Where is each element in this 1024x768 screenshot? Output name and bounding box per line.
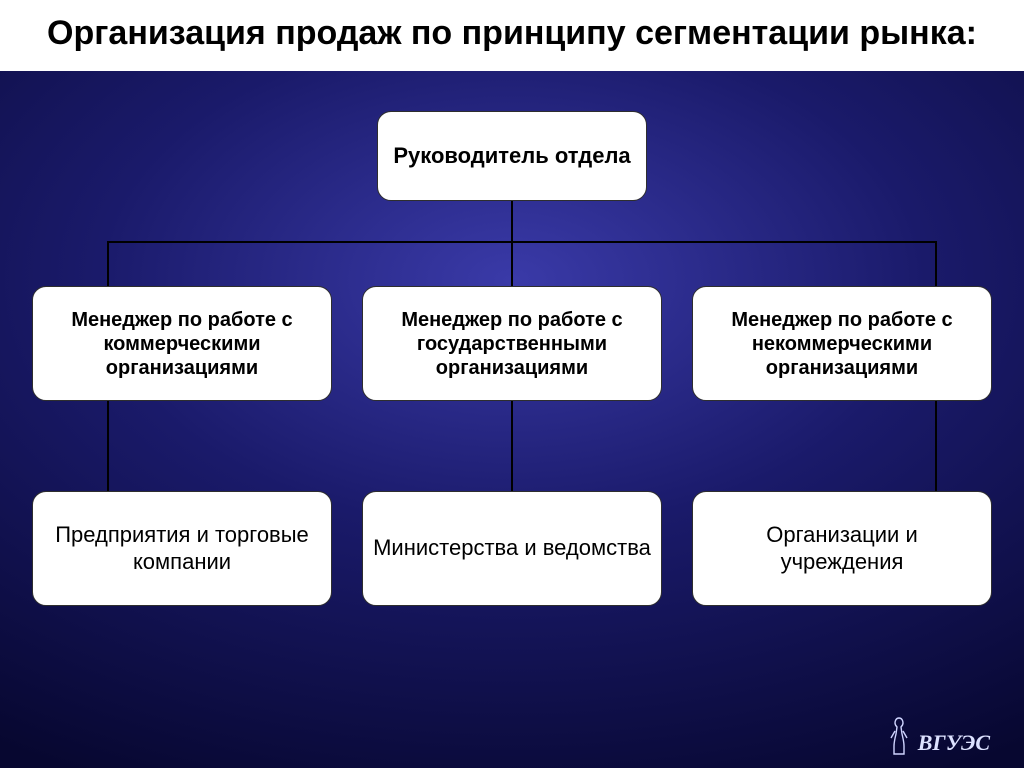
node-root-label: Руководитель отдела <box>393 143 630 169</box>
connector-root-down <box>511 201 513 241</box>
connector-mid-l-down <box>107 401 109 491</box>
connector-mid-m-down <box>511 401 513 491</box>
node-c3-label: Организации и учреждения <box>703 522 981 575</box>
slide-stage: Руководитель отдела Менеджер по работе с… <box>0 71 1024 768</box>
node-manager-commercial: Менеджер по работе с коммерческими орган… <box>32 286 332 401</box>
node-c1-label: Предприятия и торговые компании <box>43 522 321 575</box>
node-manager-noncommercial: Менеджер по работе с некоммерческими орг… <box>692 286 992 401</box>
connector-h-bus <box>107 241 937 243</box>
node-manager-government: Менеджер по работе с государственными ор… <box>362 286 662 401</box>
connector-mid-r-down <box>935 401 937 491</box>
connector-drop-left <box>107 241 109 286</box>
connector-drop-mid <box>511 241 513 286</box>
node-m1-label: Менеджер по работе с коммерческими орган… <box>43 308 321 380</box>
node-root: Руководитель отдела <box>377 111 647 201</box>
statue-icon <box>886 716 912 756</box>
node-m3-label: Менеджер по работе с некоммерческими орг… <box>703 308 981 380</box>
node-clients-commercial: Предприятия и торговые компании <box>32 491 332 606</box>
node-clients-government: Министерства и ведомства <box>362 491 662 606</box>
node-clients-noncommercial: Организации и учреждения <box>692 491 992 606</box>
node-c2-label: Министерства и ведомства <box>373 535 651 561</box>
footer-logo-text: ВГУЭС <box>918 730 990 756</box>
node-m2-label: Менеджер по работе с государственными ор… <box>373 308 651 380</box>
slide-title: Организация продаж по принципу сегментац… <box>20 14 1004 53</box>
connector-drop-right <box>935 241 937 286</box>
org-chart: Руководитель отдела Менеджер по работе с… <box>32 111 992 708</box>
slide-title-bar: Организация продаж по принципу сегментац… <box>0 0 1024 71</box>
footer-logo: ВГУЭС <box>886 716 990 756</box>
